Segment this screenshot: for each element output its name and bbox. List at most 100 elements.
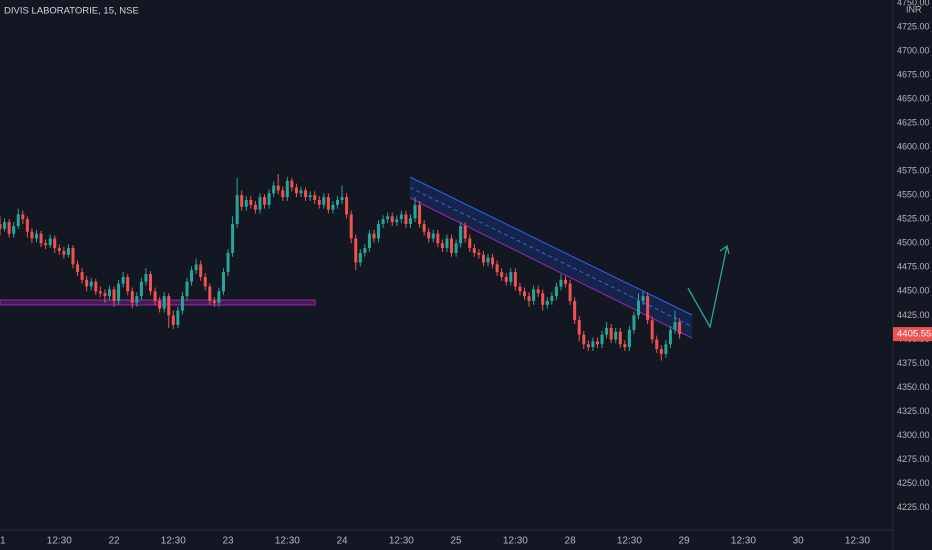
currency-label: INR — [906, 4, 922, 14]
candle-body — [89, 281, 93, 287]
y-tick-label: 4375.00 — [897, 358, 930, 368]
y-tick-label: 4350.00 — [897, 382, 930, 392]
channel-middle — [409, 187, 693, 327]
candle-body — [349, 214, 353, 239]
candle-body — [203, 276, 207, 287]
candle-body — [678, 322, 682, 335]
candle-body — [504, 276, 508, 282]
x-tick-label: 12:30 — [47, 536, 72, 547]
y-tick-label: 4575.00 — [897, 166, 930, 176]
candle-body — [495, 264, 499, 273]
y-tick-label: 4725.00 — [897, 21, 930, 31]
candle-body — [422, 224, 426, 232]
candle-body — [199, 264, 203, 277]
y-tick-label: 4600.00 — [897, 141, 930, 151]
candle-body — [267, 193, 271, 205]
x-tick-label: 12:30 — [731, 536, 756, 547]
candle-body — [304, 190, 308, 198]
candle-body — [668, 329, 672, 345]
candle-body — [308, 195, 312, 198]
candle-body — [126, 276, 130, 292]
candle-body — [573, 300, 577, 321]
candle-body — [85, 279, 89, 287]
candle-body — [30, 231, 34, 239]
projection-arrow — [687, 245, 728, 329]
candle-body — [62, 250, 66, 255]
candle-body — [16, 214, 20, 226]
candle-body — [554, 286, 558, 297]
candle-body — [21, 214, 25, 220]
x-tick-label: 28 — [565, 536, 577, 547]
candle-body — [367, 233, 371, 249]
candle-body — [48, 238, 52, 246]
candle-body — [313, 195, 317, 200]
candle-body — [618, 331, 622, 345]
candle-body — [212, 300, 216, 303]
candle-body — [0, 224, 2, 229]
candle-body — [541, 293, 545, 305]
candle-body — [637, 300, 641, 316]
candle-body — [536, 289, 540, 294]
candle-body — [240, 195, 244, 207]
candle-body — [340, 197, 344, 200]
candle-body — [167, 296, 171, 316]
candle-body — [226, 252, 230, 273]
candle-body — [7, 222, 11, 234]
candle-body — [404, 214, 408, 225]
candle-body — [609, 327, 613, 340]
candle-body — [71, 248, 75, 265]
x-tick-label: 12:30 — [275, 536, 300, 547]
y-tick-label: 4475.00 — [897, 262, 930, 272]
candle-body — [623, 344, 627, 348]
y-tick-label: 4250.00 — [897, 478, 930, 488]
candle-body — [545, 300, 549, 305]
candle-body — [381, 219, 385, 225]
candle-body — [263, 197, 267, 205]
y-tick-label: 4450.00 — [897, 286, 930, 296]
y-tick-label: 4525.00 — [897, 214, 930, 224]
candle-body — [158, 300, 162, 309]
candle-body — [600, 334, 604, 345]
candle-body — [450, 238, 454, 253]
y-tick-label: 4750.00 — [897, 0, 930, 7]
candle-body — [326, 197, 330, 210]
candle-body — [390, 216, 394, 223]
y-tick-label: 4325.00 — [897, 406, 930, 416]
candle-body — [655, 339, 659, 350]
candle-body — [299, 190, 303, 194]
candle-body — [386, 216, 390, 220]
x-tick-label: 12:30 — [389, 536, 414, 547]
candle-body — [153, 291, 157, 301]
candle-body — [363, 248, 367, 253]
y-tick-label: 4300.00 — [897, 430, 930, 440]
x-tick-label: 25 — [451, 536, 463, 547]
candle-body — [518, 286, 522, 292]
candle-body — [413, 204, 417, 219]
y-tick-label: 4225.00 — [897, 502, 930, 512]
support-zone — [0, 299, 316, 306]
candle-body — [235, 195, 239, 225]
candle-body — [57, 248, 61, 251]
candle-body — [509, 272, 513, 282]
candle-body — [53, 238, 57, 249]
candle-body — [395, 219, 399, 223]
candle-body — [427, 231, 431, 239]
candle-body — [3, 222, 7, 229]
candle-body — [568, 283, 572, 301]
candle-body — [591, 341, 595, 348]
candle-body — [171, 315, 175, 325]
candle-body — [249, 200, 253, 205]
candle-body — [641, 296, 645, 301]
last-price-label: 4405.55 — [897, 329, 931, 340]
last-price-tag — [893, 327, 932, 342]
drawings — [0, 176, 730, 339]
x-tick-label: 12:30 — [503, 536, 528, 547]
x-tick-label: 29 — [679, 536, 691, 547]
x-tick-label: 21 — [0, 536, 6, 547]
candle-body — [345, 197, 349, 215]
x-tick-label: 12:30 — [845, 536, 870, 547]
candle-body — [595, 341, 599, 345]
candle-body — [290, 180, 294, 188]
x-tick-label: 30 — [793, 536, 805, 547]
candle-body — [646, 296, 650, 321]
